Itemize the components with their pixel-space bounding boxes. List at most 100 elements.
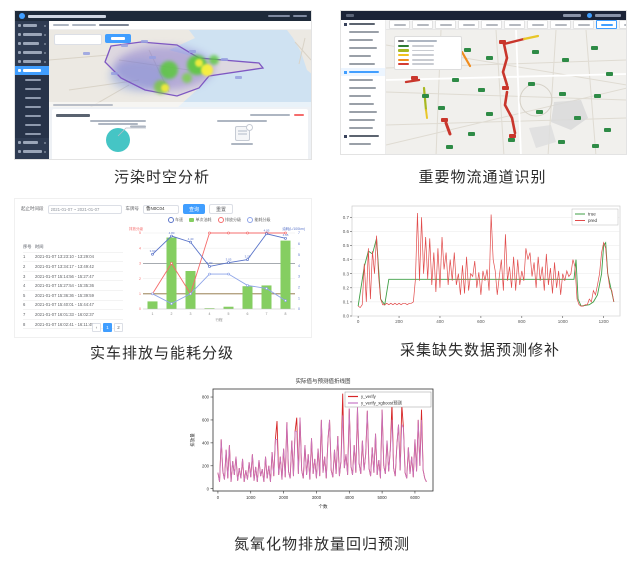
svg-text:3.60: 3.60: [150, 249, 156, 253]
svg-text:2: 2: [139, 277, 141, 281]
table-row[interactable]: 1 2021-01-07 13:23:10 - 13:29:04: [23, 253, 123, 263]
sidebar-item[interactable]: [15, 75, 49, 84]
province-boundary: [104, 41, 265, 97]
view-tab[interactable]: [412, 20, 433, 29]
sidebar-item[interactable]: [15, 84, 49, 93]
road-shield-marker: [574, 116, 581, 120]
sidebar-item[interactable]: [15, 120, 49, 129]
sidebar-item[interactable]: [341, 100, 385, 108]
svg-text:800: 800: [518, 319, 526, 324]
date-range-input[interactable]: [47, 204, 122, 214]
screenshot-logistics-corridor: [340, 10, 627, 155]
page-button[interactable]: ‹: [92, 323, 101, 332]
view-tab[interactable]: [458, 20, 479, 29]
page-button[interactable]: 2: [114, 323, 123, 332]
reset-button[interactable]: 重置: [209, 204, 234, 214]
app1-title-placeholder: [28, 14, 106, 18]
table-row[interactable]: 5 2021-01-07 15:36:36 - 15:39:59: [23, 291, 123, 301]
sidebar-item[interactable]: [15, 21, 49, 30]
svg-text:3.05: 3.05: [226, 257, 232, 261]
table-row[interactable]: 7 2021-01-07 16:01:33 - 16:02:37: [23, 310, 123, 320]
nox-line-chart: 实际值与预测值折线图 0 1000 2000 3000 4000 5000 6000 0 200 4…: [189, 377, 434, 510]
map-search-button[interactable]: [105, 33, 131, 43]
sidebar-item[interactable]: [341, 124, 385, 132]
app1-logo-icon: [19, 13, 25, 19]
app1-map[interactable]: [49, 29, 311, 107]
search-button[interactable]: 查询: [183, 204, 206, 214]
svg-text:0: 0: [217, 495, 220, 500]
table-row[interactable]: 3 2021-01-07 15:14:56 - 15:27:47: [23, 272, 123, 282]
view-tab[interactable]: [573, 20, 594, 29]
map-label-chip: [235, 75, 242, 80]
table-row[interactable]: 8 2021-01-07 16:02:41 - 16:11:45: [23, 320, 123, 330]
map-search-input[interactable]: [54, 33, 102, 45]
legend-item[interactable]: 排放分级: [217, 217, 241, 223]
svg-text:2: 2: [171, 312, 173, 316]
legend-item[interactable]: 车速: [167, 217, 183, 223]
sidebar-item[interactable]: [15, 39, 49, 48]
road-shield-marker: [591, 46, 598, 50]
legend-row: [398, 44, 458, 49]
svg-text:0.5: 0.5: [343, 243, 350, 248]
table-row[interactable]: 6 2021-01-07 15:40:01 - 15:44:47: [23, 301, 123, 311]
road-shield-marker: [464, 48, 471, 52]
sidebar-item[interactable]: [341, 116, 385, 124]
svg-text:2: 2: [298, 285, 300, 289]
road-shield-marker: [559, 92, 566, 96]
plate-input[interactable]: [143, 204, 179, 214]
sidebar-item[interactable]: [15, 48, 49, 57]
app1-logout-placeholder[interactable]: [293, 14, 307, 18]
sidebar-item[interactable]: [341, 60, 385, 68]
sidebar-item[interactable]: [15, 102, 49, 111]
view-tab[interactable]: [481, 20, 502, 29]
sidebar-item[interactable]: [341, 140, 385, 148]
svg-text:0.4: 0.4: [343, 257, 350, 262]
view-tab[interactable]: [504, 20, 525, 29]
sidebar-item[interactable]: [341, 108, 385, 116]
svg-text:0: 0: [298, 307, 300, 311]
sidebar-item[interactable]: [15, 147, 49, 156]
sidebar-item[interactable]: [15, 111, 49, 120]
road-shield-marker: [536, 110, 543, 114]
app2-tab-bar: [386, 20, 626, 30]
user-avatar[interactable]: [587, 13, 592, 18]
sidebar-item[interactable]: [341, 84, 385, 92]
view-tab[interactable]: [550, 20, 571, 29]
sidebar-item[interactable]: [15, 129, 49, 138]
svg-text:800: 800: [202, 395, 210, 400]
sidebar-item[interactable]: [341, 36, 385, 44]
app1-user-placeholder[interactable]: [268, 14, 290, 18]
sidebar-item[interactable]: [15, 66, 49, 75]
sidebar-item[interactable]: [15, 93, 49, 102]
sidebar-item[interactable]: [15, 57, 49, 66]
road-shield-marker: [478, 88, 485, 92]
menu-icon[interactable]: [346, 14, 354, 17]
view-tab[interactable]: [389, 20, 410, 29]
sidebar-item[interactable]: [341, 92, 385, 100]
combo-chart-legend: 车速 单次油耗 排放分级 能耗分级: [133, 217, 305, 223]
sidebar-item[interactable]: [15, 138, 49, 147]
sidebar-item[interactable]: [341, 20, 385, 28]
caption-pollution-analysis: 污染时空分析: [113, 169, 210, 186]
legend-item[interactable]: 能耗分级: [247, 217, 271, 223]
sidebar-item[interactable]: [341, 76, 385, 84]
svg-text:200: 200: [395, 319, 403, 324]
page-button[interactable]: 1: [103, 323, 112, 332]
sidebar-item[interactable]: [341, 132, 385, 140]
table-row[interactable]: 2 2021-01-07 13:34:17 - 13:49:42: [23, 262, 123, 272]
view-tab[interactable]: [527, 20, 548, 29]
app2-map[interactable]: [386, 30, 626, 154]
table-row[interactable]: 4 2021-01-07 15:27:54 - 15:35:36: [23, 281, 123, 291]
svg-text:0: 0: [139, 307, 141, 311]
sidebar-item[interactable]: [341, 68, 385, 76]
sidebar-item[interactable]: [341, 28, 385, 36]
view-tab[interactable]: [596, 20, 617, 29]
sidebar-item[interactable]: [341, 44, 385, 52]
sidebar-item[interactable]: [341, 52, 385, 60]
view-tab[interactable]: [619, 20, 626, 29]
sidebar-item[interactable]: [15, 30, 49, 39]
freight-routes: [404, 34, 540, 136]
view-tab[interactable]: [435, 20, 456, 29]
caption-repair-prediction: 采集缺失数据预测修补: [399, 342, 560, 359]
legend-item[interactable]: 单次油耗: [189, 217, 212, 223]
